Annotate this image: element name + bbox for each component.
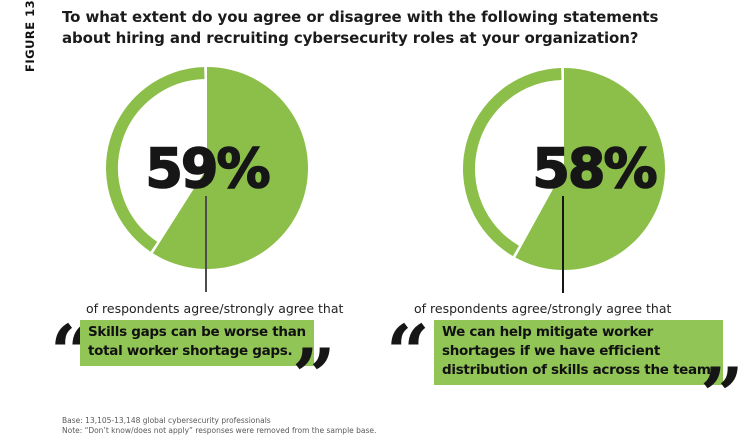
pie-value-label-left: 59% (145, 137, 272, 200)
footnote-base: Base: 13,105-13,148 global cybersecurity… (62, 416, 271, 425)
callout-line-left (205, 196, 207, 292)
open-quote-icon: “ (386, 308, 430, 397)
callout-line-right (562, 196, 564, 293)
lead-text-left: of respondents agree/strongly agree that (86, 301, 344, 316)
figure-label: FIGURE 13 (23, 0, 37, 72)
figure-title: To what extent do you agree or disagree … (62, 8, 659, 47)
lead-text-right: of respondents agree/strongly agree that (414, 301, 672, 316)
quote-highlight-right: We can help mitigate worker shortages if… (434, 320, 724, 385)
footnote-note: Note: “Don’t know/does not apply” respon… (62, 425, 377, 435)
pie-chart-skills-gaps (106, 67, 309, 269)
pie-value-label-right: 58% (532, 137, 659, 200)
footnotes: Base: 13,105-13,148 global cybersecurity… (62, 416, 376, 435)
quote-highlight-left: Skills gaps can be worse than total work… (80, 320, 314, 366)
pie-chart-worker-shortages (463, 68, 665, 270)
